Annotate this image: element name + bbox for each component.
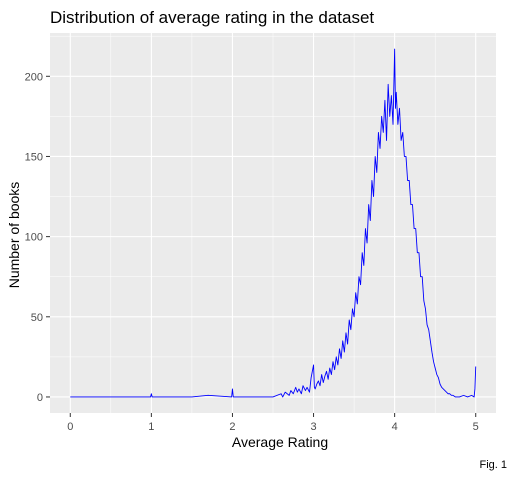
x-tick-label: 5: [473, 421, 479, 433]
x-axis: 0 1 2 3 4 5: [67, 413, 479, 433]
y-axis-title: Number of books: [6, 182, 22, 289]
x-tick-label: 4: [392, 421, 398, 433]
series-layer: [70, 48, 477, 398]
x-tick-label: 1: [148, 421, 154, 433]
x-tick-label: 3: [310, 421, 316, 433]
figure-caption: Fig. 1: [479, 459, 507, 471]
y-tick-label: 150: [25, 151, 43, 163]
major-gridlines: [50, 33, 496, 413]
x-tick-label: 2: [229, 421, 235, 433]
y-tick-label: 200: [25, 71, 43, 83]
y-axis: 0 50 100 150 200: [25, 71, 50, 404]
series-line-0: [70, 48, 477, 398]
x-tick-label: 0: [67, 421, 73, 433]
y-tick-label: 100: [25, 232, 43, 244]
x-axis-title: Average Rating: [232, 434, 328, 450]
y-tick-label: 50: [31, 312, 43, 324]
chart-title: Distribution of average rating in the da…: [50, 8, 374, 27]
y-tick-label: 0: [37, 392, 43, 404]
